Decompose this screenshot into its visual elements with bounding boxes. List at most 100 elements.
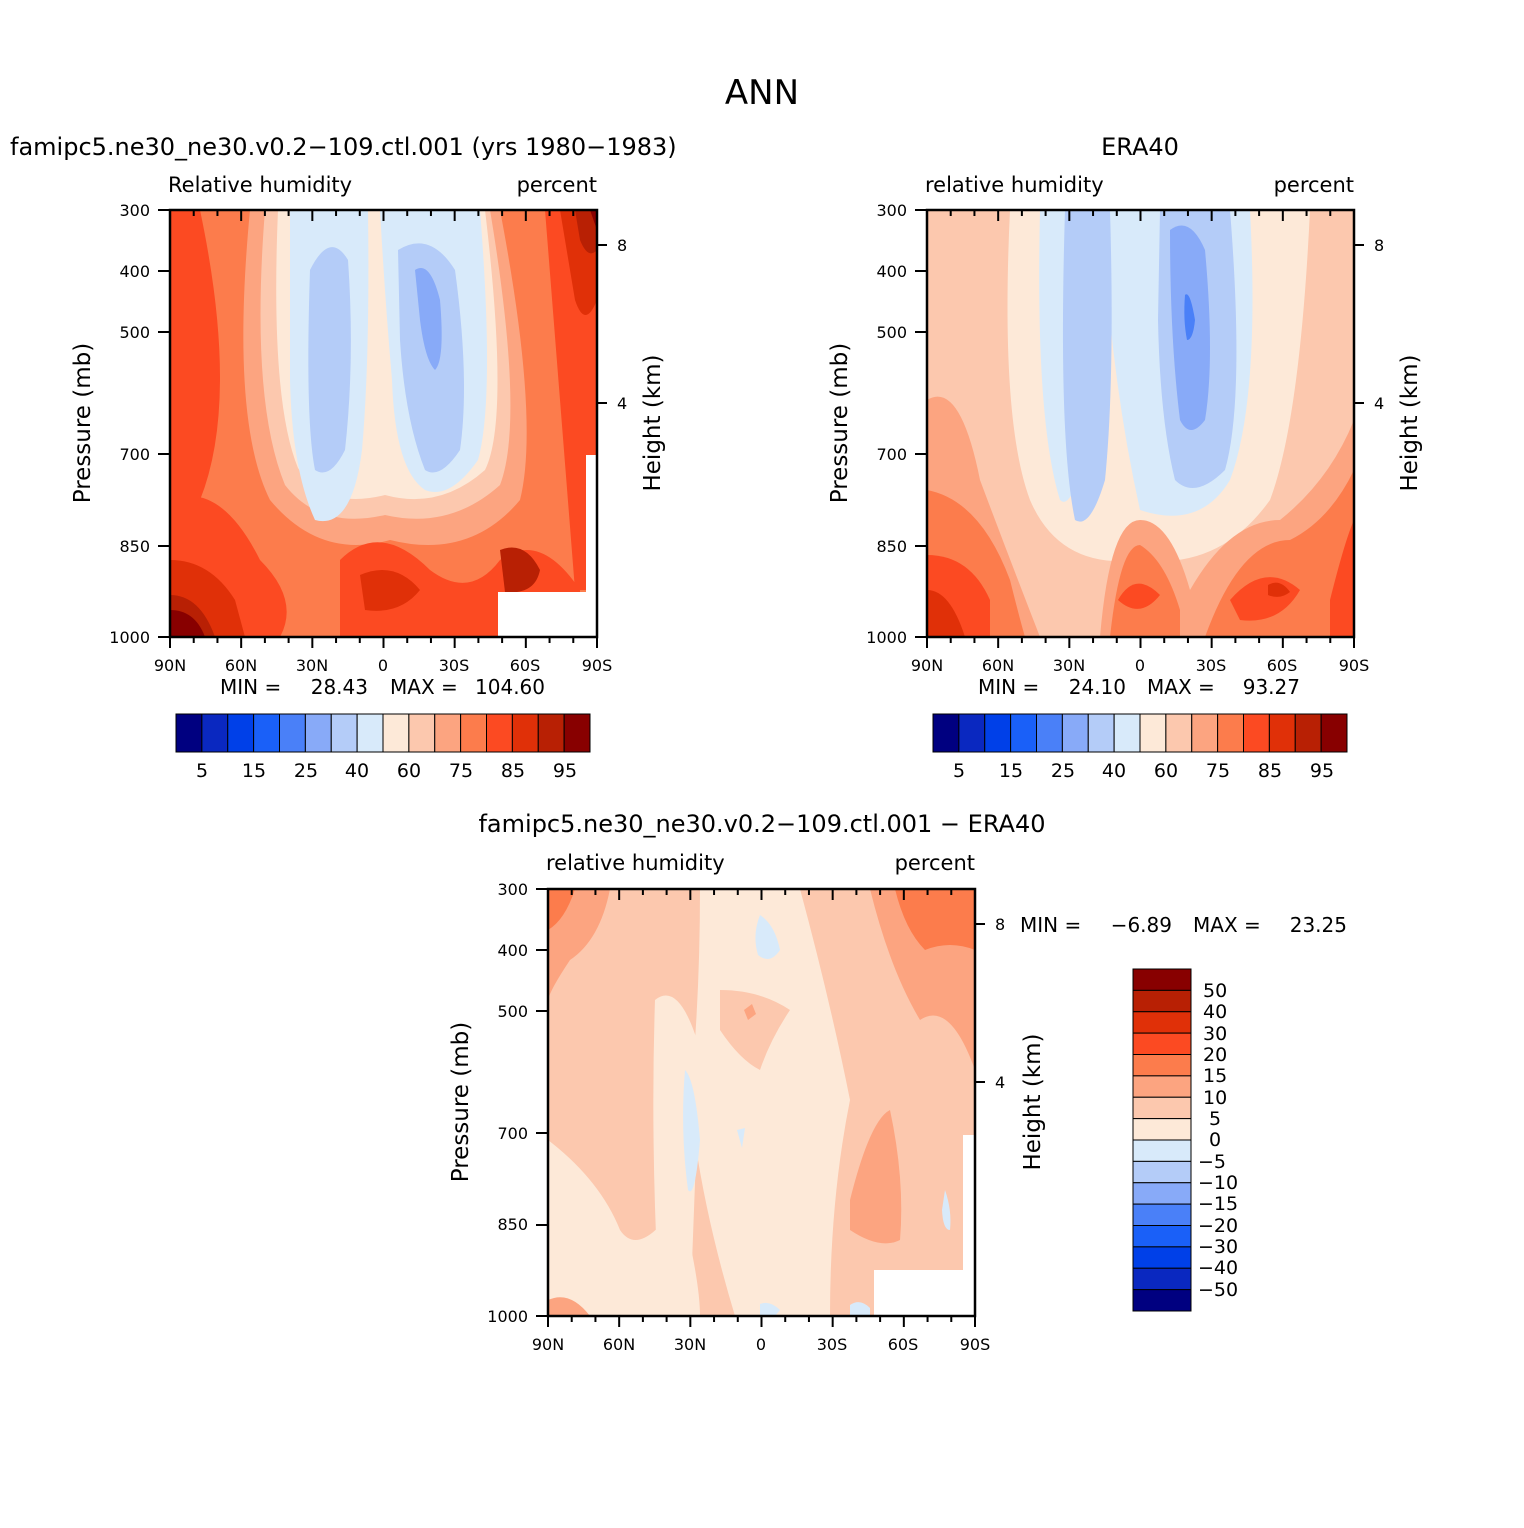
panel-difference-colorbar-label: −50 bbox=[1198, 1279, 1238, 1301]
panel-difference-max-value: 23.25 bbox=[1290, 913, 1347, 937]
colorbar-box bbox=[1132, 1011, 1192, 1034]
panel-era40-min-label: MIN = bbox=[978, 675, 1039, 699]
colorbar-box bbox=[382, 713, 410, 753]
panel-model-y2tick: 4 bbox=[617, 394, 627, 413]
colorbar-box bbox=[511, 713, 539, 753]
colorbar-box bbox=[1165, 713, 1193, 753]
colorbar-box bbox=[1294, 713, 1322, 753]
panel-model-min-label: MIN = bbox=[220, 675, 281, 699]
colorbar-box bbox=[460, 713, 487, 753]
panel-era40-colorbar-label: 85 bbox=[1258, 760, 1282, 782]
colorbar-box bbox=[1113, 713, 1141, 753]
panel-difference-xtick: 90S bbox=[960, 1335, 991, 1354]
panel-difference-colorbar-label: 10 bbox=[1203, 1087, 1227, 1109]
panel-difference-y2tick: 8 bbox=[995, 915, 1005, 934]
panel-difference-xtick: 30N bbox=[674, 1335, 706, 1354]
panel-difference-colorbar-label: 40 bbox=[1203, 1001, 1227, 1023]
colorbar-box bbox=[1320, 713, 1348, 753]
panel-era40-xtick: 0 bbox=[1135, 656, 1145, 675]
panel-model-colorbar-label: 95 bbox=[553, 760, 577, 782]
panel-era40-left-label: relative humidity bbox=[925, 173, 1104, 197]
panel-difference-min-value: −6.89 bbox=[1111, 913, 1172, 937]
panel-difference-colorbar-label: 0 bbox=[1209, 1129, 1221, 1151]
panel-difference-xtick: 0 bbox=[756, 1335, 766, 1354]
panel-model-colorbar-label: 25 bbox=[294, 760, 318, 782]
panel-model-colorbar-label: 15 bbox=[242, 760, 266, 782]
panel-difference-colorbar-label: 15 bbox=[1203, 1065, 1227, 1087]
panel-era40-max-value: 93.27 bbox=[1243, 675, 1300, 699]
panel-difference: famipc5.ne30_ne30.v0.2−109.ctl.001 − ERA… bbox=[448, 810, 1347, 1354]
colorbar-box bbox=[1132, 1160, 1192, 1184]
panel-difference-y2tick: 4 bbox=[995, 1073, 1005, 1092]
panel-model-contour-field bbox=[170, 210, 597, 637]
panel-era40-colorbar-label: 40 bbox=[1102, 760, 1126, 782]
panel-era40-ytick: 1000 bbox=[866, 628, 907, 647]
colorbar-box bbox=[1191, 713, 1219, 753]
panel-difference-max-label: MAX = bbox=[1193, 913, 1261, 937]
panel-era40-contour-field bbox=[927, 210, 1354, 637]
panel-era40-xtick: 30S bbox=[1196, 656, 1227, 675]
colorbar-box bbox=[932, 713, 960, 753]
main-title: ANN bbox=[725, 73, 799, 113]
colorbar-box bbox=[1132, 1182, 1192, 1205]
colorbar-box bbox=[279, 713, 306, 753]
colorbar-box bbox=[1061, 713, 1089, 753]
colorbar-box bbox=[1132, 1118, 1192, 1141]
panel-difference-title: famipc5.ne30_ne30.v0.2−109.ctl.001 − ERA… bbox=[478, 810, 1045, 838]
panel-model-colorbar-label: 85 bbox=[501, 760, 525, 782]
panel-model-xtick: 0 bbox=[378, 656, 388, 675]
panel-model-xtick: 90N bbox=[154, 656, 186, 675]
panel-model-xtick: 30S bbox=[439, 656, 470, 675]
panel-era40: ERA40 relative humidity percent 90N 60N bbox=[827, 133, 1423, 782]
panel-difference-right-label: percent bbox=[895, 851, 975, 875]
panel-difference-xtick: 60S bbox=[888, 1335, 919, 1354]
panel-era40-y2tick: 4 bbox=[1374, 394, 1384, 413]
colorbar-box bbox=[253, 713, 280, 753]
panel-difference-colorbar-label: −15 bbox=[1198, 1193, 1238, 1215]
panel-era40-ytick: 400 bbox=[876, 262, 907, 281]
panel-era40-colorbar-label: 25 bbox=[1051, 760, 1075, 782]
panel-model-colorbar-label: 40 bbox=[345, 760, 369, 782]
colorbar-box bbox=[1132, 1139, 1192, 1162]
panel-era40-ytick: 700 bbox=[876, 445, 907, 464]
panel-era40-min-value: 24.10 bbox=[1069, 675, 1126, 699]
panel-difference-colorbar bbox=[1132, 968, 1192, 1312]
panel-model-xtick: 60N bbox=[225, 656, 257, 675]
panel-era40-y2label: Height (km) bbox=[1397, 354, 1423, 491]
panel-model-min-value: 28.43 bbox=[311, 675, 368, 699]
panel-difference-min-label: MIN = bbox=[1020, 913, 1081, 937]
colorbar-box bbox=[1132, 989, 1192, 1013]
panel-era40-colorbar-label: 95 bbox=[1310, 760, 1334, 782]
panel-model-title: famipc5.ne30_ne30.v0.2−109.ctl.001 (yrs … bbox=[10, 133, 677, 161]
panel-difference-ytick: 850 bbox=[497, 1215, 528, 1234]
colorbar-box bbox=[175, 713, 203, 753]
panel-model-y2tick: 8 bbox=[617, 236, 627, 255]
panel-difference-ylabel: Pressure (mb) bbox=[448, 1022, 474, 1182]
panel-difference-ytick: 1000 bbox=[487, 1307, 528, 1326]
colorbar-box bbox=[1132, 1203, 1192, 1226]
panel-era40-ytick: 850 bbox=[876, 537, 907, 556]
panel-difference-y2label: Height (km) bbox=[1020, 1033, 1046, 1170]
colorbar-box bbox=[1132, 1289, 1192, 1312]
panel-model-ytick: 850 bbox=[119, 537, 150, 556]
colorbar-box bbox=[304, 713, 332, 753]
panel-model-ylabel: Pressure (mb) bbox=[70, 343, 96, 503]
panel-difference-ytick: 400 bbox=[497, 941, 528, 960]
panel-era40-xtick: 60S bbox=[1267, 656, 1298, 675]
colorbar-box bbox=[227, 713, 255, 753]
panel-difference-xtick: 60N bbox=[603, 1335, 635, 1354]
colorbar-box bbox=[1132, 1054, 1192, 1077]
colorbar-box bbox=[1217, 713, 1244, 753]
colorbar-box bbox=[1132, 1032, 1192, 1055]
panel-model-ytick: 1000 bbox=[109, 628, 150, 647]
panel-model-ytick: 400 bbox=[119, 262, 150, 281]
colorbar-box bbox=[1036, 713, 1063, 753]
colorbar-box bbox=[330, 713, 358, 753]
panel-era40-colorbar-label: 75 bbox=[1206, 760, 1230, 782]
panel-difference-colorbar-label: 50 bbox=[1203, 980, 1227, 1002]
panel-model-colorbar-label: 60 bbox=[397, 760, 421, 782]
panel-model-xtick: 30N bbox=[296, 656, 328, 675]
colorbar-box bbox=[1132, 968, 1192, 991]
panel-era40-xtick: 90S bbox=[1339, 656, 1370, 675]
